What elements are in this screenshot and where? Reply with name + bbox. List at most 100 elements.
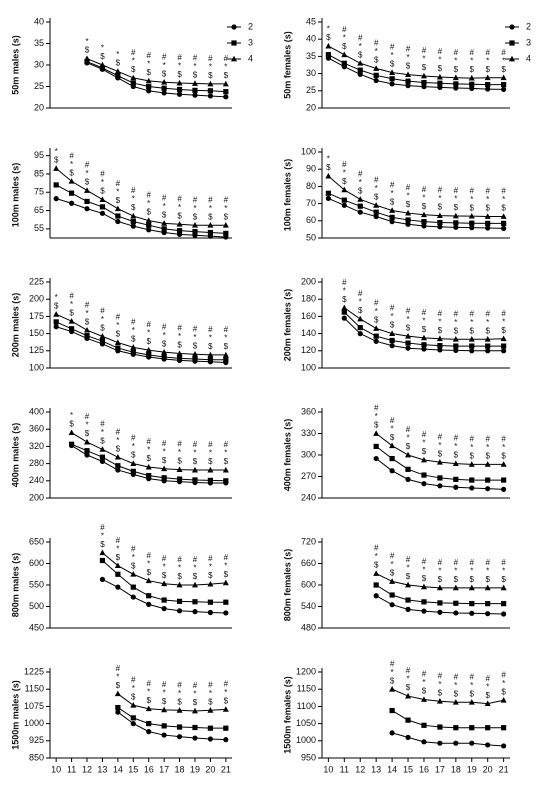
significance-mark: * xyxy=(359,178,362,187)
point xyxy=(389,214,395,220)
point xyxy=(373,570,380,576)
point xyxy=(99,576,106,583)
significance-mark: * xyxy=(502,443,505,452)
point xyxy=(437,80,443,86)
point xyxy=(114,205,121,212)
significance-mark: $ xyxy=(177,70,182,79)
significance-mark: * xyxy=(406,434,409,443)
significance-mark: # xyxy=(470,48,475,57)
significance-mark: # xyxy=(116,313,121,322)
significance-mark: $ xyxy=(406,200,411,209)
point xyxy=(99,446,106,452)
y-tick-label: 600 xyxy=(301,579,316,589)
significance-mark: $ xyxy=(146,454,151,463)
point xyxy=(130,468,136,474)
y-tick-label: 150 xyxy=(29,328,44,338)
point xyxy=(437,343,443,349)
significance-mark: $ xyxy=(422,325,427,334)
significance-mark: # xyxy=(390,416,395,425)
significance-mark: # xyxy=(131,544,136,553)
y-tick-label: 1150 xyxy=(297,684,316,694)
significance-mark: # xyxy=(438,558,443,567)
point xyxy=(146,352,152,358)
point xyxy=(161,597,167,603)
point xyxy=(223,94,229,100)
significance-mark: $ xyxy=(69,168,74,177)
significance-mark: $ xyxy=(131,65,136,74)
significance-mark: $ xyxy=(470,326,475,335)
y-tick-label: 360 xyxy=(301,406,316,416)
significance-mark: # xyxy=(438,186,443,195)
point xyxy=(389,578,396,584)
significance-mark: $ xyxy=(342,42,347,51)
significance-mark: * xyxy=(178,203,181,212)
point xyxy=(222,80,229,87)
point xyxy=(420,456,427,463)
point xyxy=(405,692,412,699)
significance-mark: $ xyxy=(85,178,90,187)
point xyxy=(145,577,152,584)
point xyxy=(146,729,152,735)
point xyxy=(192,599,198,605)
panel: 950 1000 1050 1100 1150 1200 10 11 12 13 14 15 16 17 1… xyxy=(282,659,510,774)
point xyxy=(501,86,507,93)
significance-mark: * xyxy=(375,412,378,421)
significance-mark: # xyxy=(422,46,427,55)
significance-mark: # xyxy=(406,306,411,315)
significance-mark: # xyxy=(374,39,379,48)
significance-mark: # xyxy=(358,289,363,298)
significance-mark: * xyxy=(101,44,104,53)
significance-mark: * xyxy=(224,561,227,570)
significance-mark: $ xyxy=(208,212,213,221)
point xyxy=(485,220,491,226)
significance-mark: $ xyxy=(85,46,90,55)
legend-label: 3 xyxy=(248,37,253,47)
point xyxy=(145,217,152,224)
point xyxy=(115,345,121,351)
point xyxy=(469,220,475,226)
point xyxy=(405,221,411,227)
point xyxy=(500,461,507,467)
point xyxy=(405,332,412,339)
point xyxy=(146,227,152,233)
significance-mark: * xyxy=(85,169,88,178)
point xyxy=(453,725,459,731)
significance-mark: * xyxy=(147,559,150,568)
significance-mark: # xyxy=(146,320,151,329)
significance-mark: $ xyxy=(131,692,136,701)
significance-mark: * xyxy=(454,56,457,65)
x-tick-label: 20 xyxy=(205,764,215,774)
point xyxy=(501,477,507,483)
significance-mark: $ xyxy=(501,687,506,696)
significance-mark: * xyxy=(209,563,212,572)
point xyxy=(223,599,229,605)
point xyxy=(405,451,412,458)
point xyxy=(437,740,443,746)
significance-mark: * xyxy=(163,447,166,456)
significance-mark: $ xyxy=(390,569,395,578)
significance-mark: $ xyxy=(69,308,74,317)
significance-mark: # xyxy=(193,440,198,449)
point xyxy=(437,600,443,606)
significance-mark: * xyxy=(147,446,150,455)
significance-mark: # xyxy=(131,675,136,684)
point xyxy=(453,224,459,230)
significance-mark: $ xyxy=(162,69,167,78)
significance-mark: * xyxy=(116,436,119,445)
significance-mark: $ xyxy=(177,211,182,220)
point xyxy=(341,309,347,315)
series-line xyxy=(328,197,504,229)
point xyxy=(469,477,475,483)
significance-mark: $ xyxy=(501,451,506,460)
significance-mark: # xyxy=(342,278,347,287)
x-tick-label: 15 xyxy=(128,764,138,774)
point xyxy=(130,571,137,577)
significance-mark: $ xyxy=(422,447,427,456)
point xyxy=(192,228,198,235)
point xyxy=(176,79,183,86)
significance-mark: * xyxy=(422,439,425,448)
point xyxy=(501,82,507,88)
y-tick-label: 80 xyxy=(306,181,316,191)
point xyxy=(176,355,183,361)
